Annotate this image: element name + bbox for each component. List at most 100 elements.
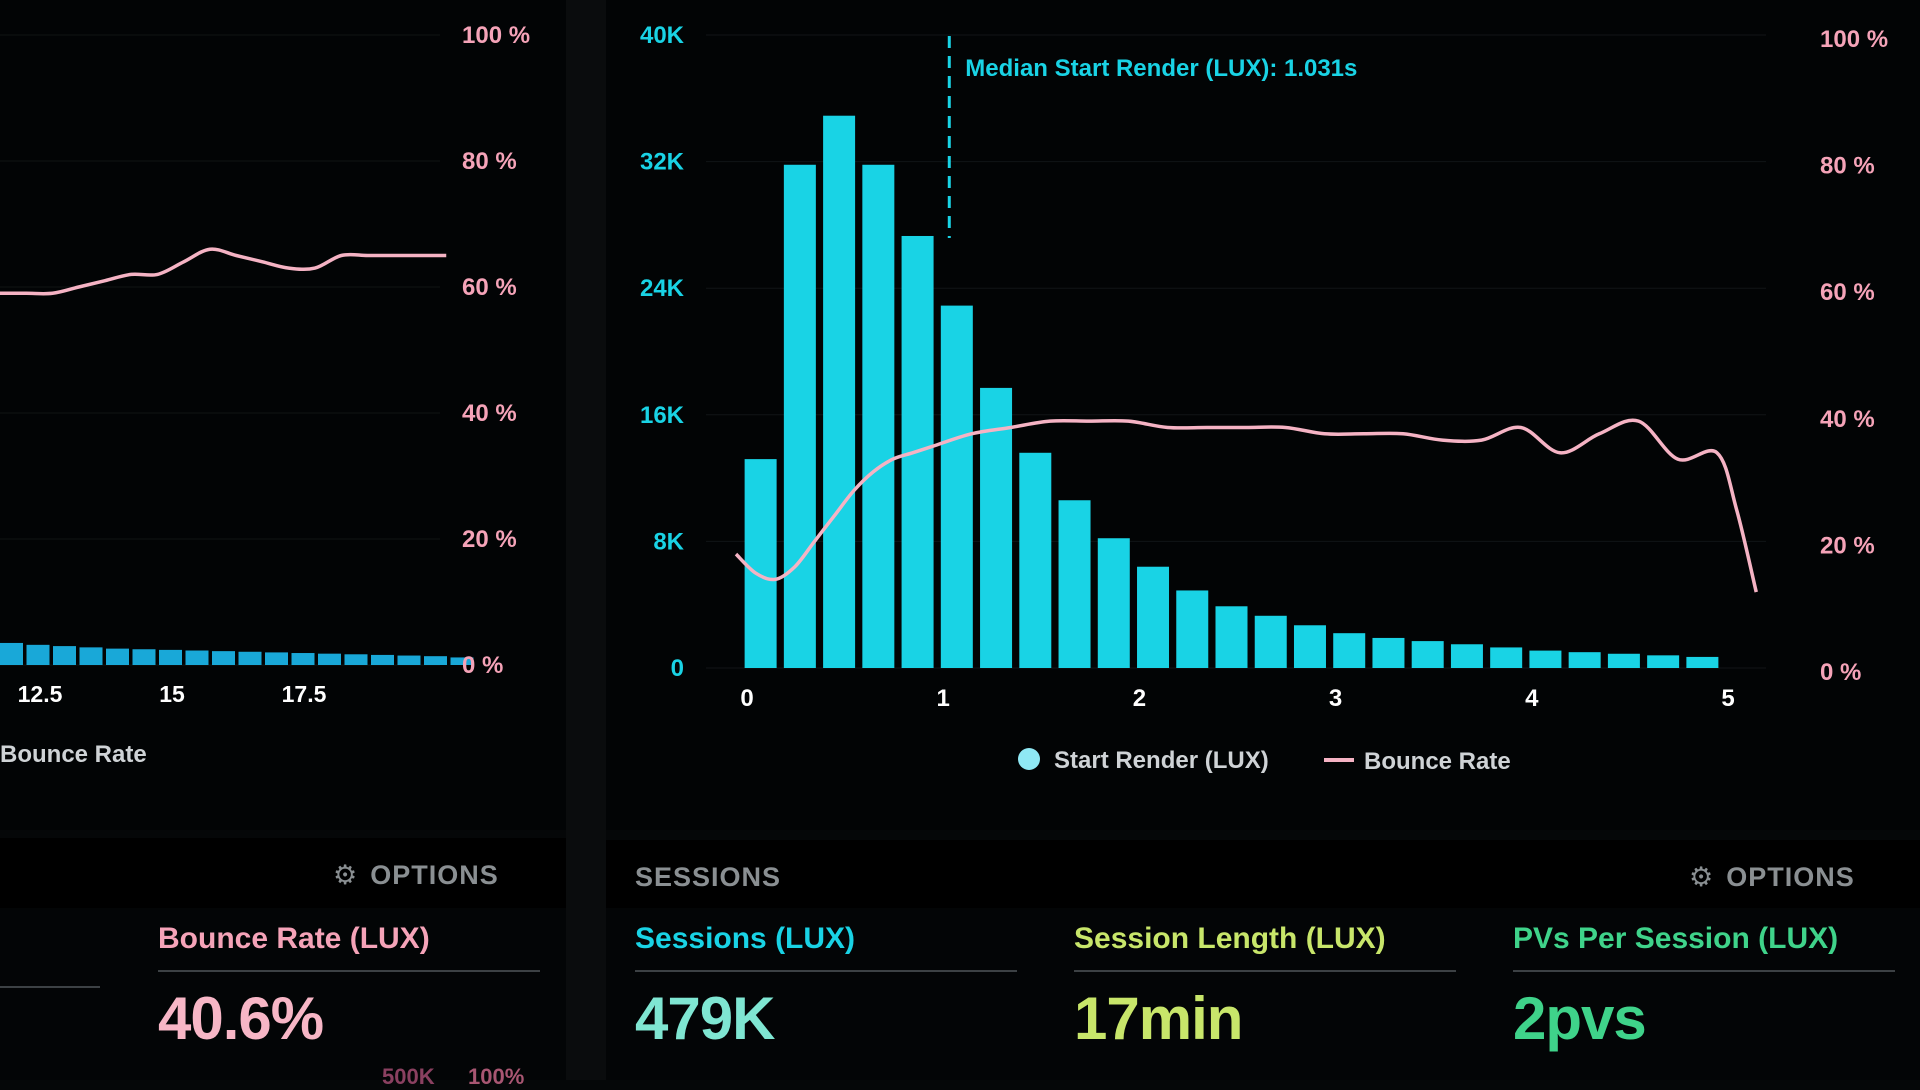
start-render-histogram: Median Start Render (LUX): 1.031s 40K 32K… [640, 22, 1888, 775]
histogram-bar[interactable] [862, 164, 895, 668]
left-chart-panel: 100 % 80 % 60 % 40 % 20 % 0 % 12.5 15 17.5 Boun… [0, 0, 566, 830]
pvs-per-session-metric-title: PVs Per Session (LUX) [1513, 922, 1839, 955]
panel-separator [566, 0, 606, 1080]
histogram-bar[interactable] [53, 646, 76, 665]
histogram-bar[interactable] [106, 648, 129, 665]
left-legend-label: Bounce Rate [0, 741, 147, 768]
session-length-metric: Session Length (LUX) 17min [1074, 922, 1456, 1053]
session-length-metric-title: Session Length (LUX) [1074, 922, 1386, 955]
histogram-bar[interactable] [1607, 653, 1640, 668]
y-left-tick-label: 8K [653, 528, 684, 555]
sessions-metrics-area: Sessions (LUX) 479K Session Length (LUX)… [606, 908, 1920, 1080]
bounce-rate-metric: Bounce Rate (LUX) 40.6% [158, 922, 540, 1053]
y-right-tick-label: 60 % [462, 274, 517, 301]
histogram-bar[interactable] [1686, 656, 1719, 668]
y-left-tick-label: 24K [640, 275, 685, 302]
histogram-bar[interactable] [132, 649, 156, 665]
sessions-metric-title: Sessions (LUX) [635, 922, 856, 955]
histogram-bar[interactable] [1647, 655, 1680, 668]
y-right-tick-label: 20 % [1820, 532, 1875, 559]
histogram-bar[interactable] [1019, 452, 1052, 668]
histogram-bar[interactable] [397, 655, 421, 665]
sessions-section-title: SESSIONS [635, 862, 782, 892]
sessions-options-label: OPTIONS [1726, 862, 1855, 892]
histogram-bar[interactable] [185, 650, 209, 665]
histogram-bar[interactable] [26, 644, 50, 665]
y-right-tick-label: 0 % [462, 652, 503, 679]
left-metrics-area: Bounce Rate (LUX) 40.6% 500K 100% [0, 908, 566, 1089]
histogram-bar[interactable] [823, 115, 856, 668]
y-left-tick-label: 16K [640, 402, 685, 429]
y-left-tick-label: 40K [640, 22, 685, 49]
legend-item-bounce-rate[interactable]: Bounce Rate [1324, 748, 1511, 775]
y-right-tick-label: 60 % [1820, 279, 1875, 306]
histogram-bar[interactable] [344, 654, 368, 665]
x-tick-label: 4 [1525, 685, 1539, 712]
x-tick-label: 2 [1133, 685, 1146, 712]
left-options-button[interactable]: ⚙ OPTIONS [333, 860, 499, 891]
sessions-widget-header: SESSIONS ⚙ OPTIONS [606, 840, 1920, 910]
session-length-metric-rule [1074, 970, 1456, 972]
histogram-bar[interactable] [783, 164, 816, 668]
x-tick-label: 5 [1721, 685, 1734, 712]
legend-item-start-render[interactable]: Start Render (LUX) [1018, 747, 1269, 774]
partial-metric-rule [0, 986, 100, 988]
histogram-bar[interactable] [744, 459, 777, 668]
histogram-bar[interactable] [940, 305, 973, 668]
histogram-bar[interactable] [1529, 650, 1562, 668]
histogram-bar[interactable] [371, 654, 394, 665]
histogram-bar[interactable] [1372, 637, 1405, 668]
histogram-bar[interactable] [0, 642, 23, 665]
legend-label-start-render: Start Render (LUX) [1054, 747, 1269, 774]
histogram-bar[interactable] [79, 647, 103, 665]
histogram-bar[interactable] [1490, 647, 1523, 668]
y-left-tick-label: 32K [640, 149, 685, 176]
legend-label-bounce-rate: Bounce Rate [1364, 748, 1511, 775]
x-tick-label: 3 [1329, 685, 1342, 712]
histogram-bar[interactable] [1333, 633, 1366, 668]
median-annotation: Median Start Render (LUX): 1.031s [965, 55, 1357, 82]
session-length-metric-value: 17min [1074, 985, 1243, 1052]
gear-icon: ⚙ [1689, 862, 1715, 892]
start-render-chart-panel: Median Start Render (LUX): 1.031s 40K 32K… [606, 0, 1920, 830]
histogram-bar[interactable] [1411, 641, 1444, 668]
histogram-bar[interactable] [980, 387, 1013, 668]
histogram-bar[interactable] [265, 652, 288, 665]
histogram-bar[interactable] [424, 656, 447, 665]
histogram-bar[interactable] [1215, 606, 1248, 668]
histogram-bar[interactable] [291, 653, 315, 665]
left-bounce-rate-line [0, 247, 447, 296]
chart-legend: Start Render (LUX) Bounce Rate [1018, 747, 1511, 775]
histogram-bar[interactable] [238, 651, 262, 665]
histogram-bar[interactable] [1293, 625, 1326, 668]
sessions-metric-value: 479K [635, 985, 775, 1052]
y-right-tick-label: 40 % [1820, 406, 1875, 433]
bounce-rate-sub-value-sessions: 500K [382, 1064, 435, 1089]
pvs-per-session-metric-rule [1513, 970, 1895, 972]
left-options-label: OPTIONS [370, 860, 499, 890]
y-right-tick-label: 20 % [462, 526, 517, 553]
bounce-rate-metric-rule [158, 970, 540, 972]
histogram-bar[interactable] [1254, 615, 1287, 668]
histogram-bar[interactable] [212, 651, 235, 665]
y-right-tick-label: 100 % [462, 22, 530, 49]
y-right-tick-label: 80 % [462, 148, 517, 175]
histogram-bar[interactable] [1450, 644, 1483, 668]
histogram-bar[interactable] [318, 653, 341, 665]
sessions-metric: Sessions (LUX) 479K [635, 922, 1017, 1053]
histogram-bar[interactable] [1176, 590, 1209, 668]
y-right-tick-label: 100 % [1820, 26, 1888, 53]
histogram-bar[interactable] [450, 657, 474, 665]
histogram-bar[interactable] [1058, 500, 1091, 668]
bounce-rate-metric-title: Bounce Rate (LUX) [158, 922, 430, 955]
gear-icon: ⚙ [333, 860, 359, 890]
sessions-metric-rule [635, 970, 1017, 972]
histogram-bar[interactable] [1137, 566, 1170, 668]
x-tick-label: 1 [937, 685, 950, 712]
sessions-options-button[interactable]: ⚙ OPTIONS [1689, 862, 1855, 893]
left-bounce-rate-chart: 100 % 80 % 60 % 40 % 20 % 0 % 12.5 15 17.5 Boun… [0, 22, 530, 768]
histogram-bar[interactable] [1097, 538, 1130, 668]
histogram-bar[interactable] [1568, 652, 1601, 668]
y-right-tick-label: 0 % [1820, 659, 1861, 686]
histogram-bar[interactable] [159, 649, 182, 665]
